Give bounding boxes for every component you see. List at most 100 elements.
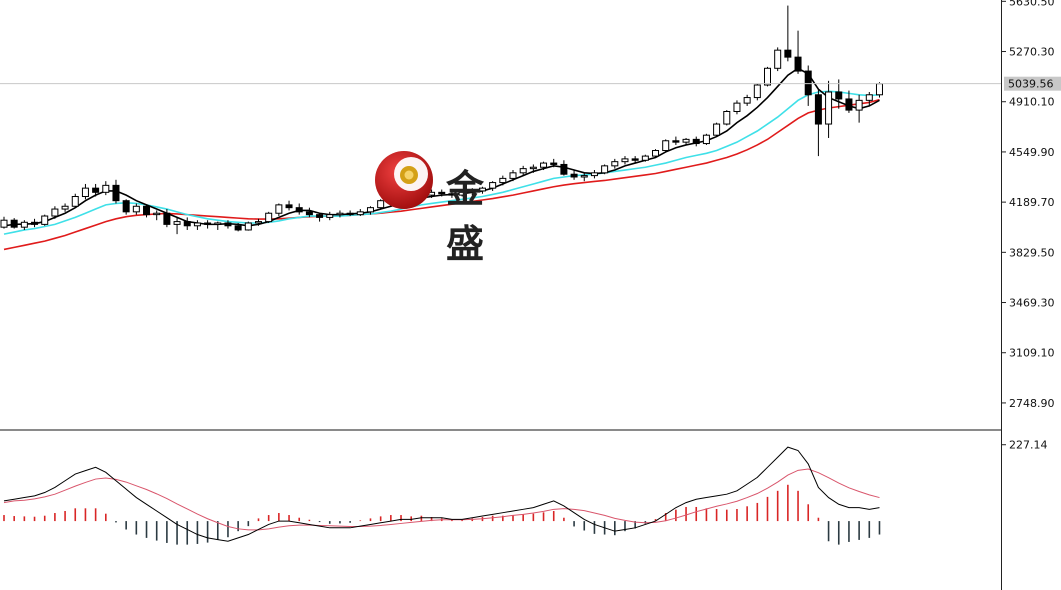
macd-line [3, 446, 880, 542]
candle [285, 200, 293, 211]
candle [540, 161, 548, 171]
candle-body [499, 177, 507, 184]
candle-body [855, 99, 863, 111]
candle [570, 170, 578, 180]
price-tick-label: 3829.50 [1009, 246, 1055, 259]
candle-body [570, 173, 578, 178]
candle-body [71, 196, 79, 207]
candle-body [631, 158, 639, 161]
candle [814, 89, 822, 157]
candle [489, 181, 497, 191]
candle [377, 199, 385, 210]
candle-body [804, 70, 812, 96]
candle-body [641, 155, 649, 161]
candle-body [560, 163, 568, 175]
candle [733, 100, 741, 115]
candlesticks [0, 5, 883, 235]
candle [438, 189, 446, 197]
candle-body [183, 221, 191, 227]
candle-body [163, 212, 171, 225]
candle [835, 79, 843, 109]
candle-body [733, 102, 741, 112]
candle-body [81, 187, 89, 198]
candle [448, 190, 456, 198]
current-price-tag: 5039.56 [1004, 76, 1061, 91]
candle [265, 211, 273, 223]
candle [621, 156, 629, 165]
candle [723, 110, 731, 126]
candle-body [601, 165, 609, 174]
candle-body [173, 221, 181, 225]
candle [753, 83, 761, 101]
candle-body [255, 221, 262, 224]
candle [764, 66, 771, 87]
candle-body [326, 214, 334, 218]
price-tick-label: 3469.30 [1009, 297, 1055, 310]
candle [0, 216, 8, 229]
price-tick-label: 2748.90 [1009, 397, 1055, 410]
candle [468, 188, 476, 196]
candle [51, 206, 59, 219]
candle-body [336, 212, 344, 216]
candle-body [835, 91, 843, 100]
candle-body [784, 49, 792, 58]
candle [865, 91, 873, 106]
candle [326, 211, 334, 221]
price-panel [0, 5, 1001, 251]
candle-body [814, 94, 822, 125]
candle [825, 80, 833, 138]
candle-body [234, 225, 242, 231]
candle [366, 206, 374, 215]
candle [652, 149, 660, 158]
candle [102, 181, 110, 196]
candle-body [41, 215, 49, 225]
candle [204, 220, 212, 229]
candle [183, 217, 191, 230]
candle-body [305, 211, 313, 216]
candle-body [682, 138, 690, 143]
candle [92, 183, 100, 197]
candle [875, 82, 883, 98]
candle [682, 137, 690, 145]
candle [173, 217, 181, 235]
candle [122, 199, 130, 215]
candle-body [652, 150, 660, 157]
candle-body [244, 222, 252, 231]
candle-body [51, 208, 59, 217]
candle [611, 158, 619, 169]
macd-histogram [3, 484, 881, 545]
candle [590, 170, 598, 179]
candle-body [193, 222, 201, 227]
candle-body [346, 212, 354, 216]
candle-body [692, 138, 700, 145]
candle-body [662, 140, 670, 152]
signal-line [3, 468, 880, 531]
candle-body [92, 187, 100, 193]
candle-body [478, 187, 486, 192]
price-tick-label: 5630.50 [1009, 0, 1055, 8]
candle-body [265, 212, 273, 223]
candle [275, 203, 283, 217]
candle-body [590, 172, 598, 177]
candle [794, 30, 802, 74]
candle [458, 190, 466, 197]
price-tick-label: 4549.90 [1009, 146, 1055, 159]
candle [71, 193, 79, 208]
candle-body [20, 221, 28, 228]
price-tick-label: 4910.10 [1009, 96, 1055, 109]
candle-body [794, 56, 802, 72]
candle-body [275, 204, 283, 214]
candle [61, 203, 69, 212]
current-price-label: 5039.56 [1008, 78, 1054, 91]
candle-body [519, 168, 527, 174]
candle-body [122, 200, 130, 213]
candle [478, 186, 486, 194]
candle-body [702, 134, 710, 145]
candle [356, 209, 364, 217]
candle-body [61, 205, 69, 210]
candle-body [0, 219, 8, 228]
candle-body [580, 175, 588, 178]
candle-body [774, 49, 782, 69]
candle-body [377, 200, 385, 209]
